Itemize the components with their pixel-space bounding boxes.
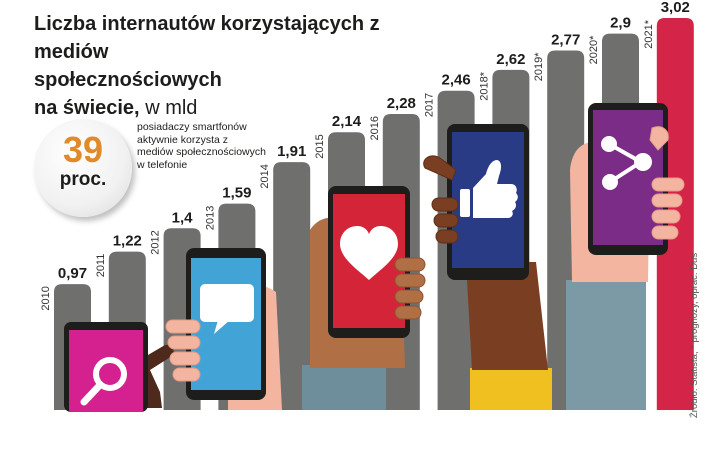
heart-icon [340,226,398,280]
illustrations [64,103,685,412]
year-label-2012: 2012 [150,230,162,254]
phone-speech [165,248,282,410]
year-label-2014: 2014 [259,164,271,188]
year-label-2013: 2013 [204,206,216,230]
percent-badge: 39 proc. [34,119,132,217]
fingers-2 [165,319,201,382]
sleeve-4 [470,368,552,410]
magnifier-icon [80,357,127,406]
source-note: Źródło: Statista, * prognozy, oprac. Dus [689,252,700,418]
chart-title: Liczba internautów korzystających z medi… [34,10,394,122]
value-label-2019: 2,77 [551,31,580,48]
speech-bubble-icon [200,284,254,334]
phone-thumbs-up [423,124,552,410]
value-label-2012: 1,4 [172,209,194,226]
phone-heart [302,186,426,410]
value-label-2017: 2,46 [441,72,470,89]
title-unit: w mld [145,97,198,119]
fingers-3 [394,257,426,320]
value-label-2021: 3,02 [661,0,690,16]
phone-magnifier [64,322,174,412]
bar-2014 [273,162,311,410]
year-label-2011: 2011 [95,254,107,278]
value-label-2015: 2,14 [332,113,362,130]
badge-unit: proc. [59,169,107,190]
value-label-2014: 1,91 [277,143,306,160]
year-label-2019: 2019* [533,52,545,81]
sleeve-3 [302,365,386,410]
value-label-2013: 1,59 [222,185,251,202]
year-label-2010: 2010 [40,286,52,310]
badge-value: 39 [62,129,104,170]
value-label-2016: 2,28 [387,95,416,112]
arm-4 [466,262,548,370]
badge-description: posiadaczy smartfonów aktywnie korzysta … [137,121,266,171]
title-line-3: na świecie, w mld [34,94,394,122]
year-label-2017: 2017 [424,93,436,117]
value-label-2011: 1,22 [113,233,142,250]
phone-share [566,103,685,410]
phone-2-screen [191,258,261,390]
sleeve-5 [566,280,646,410]
year-label-2021: 2021* [643,19,655,48]
year-label-2020: 2020* [588,35,600,64]
thumbs-up-icon [460,160,518,218]
phone-1-screen [69,330,143,412]
fingers-5 [649,126,685,240]
labels-layer: 0,97 2010 1,22 2011 1,4 2012 1,59 2013 1,91 2014 2… [40,0,690,311]
value-label-2020: 2,9 [610,15,631,32]
year-label-2016: 2016 [369,116,381,140]
title-line-2: społecznościowych [34,69,222,91]
value-label-2010: 0,97 [58,265,87,282]
title-line-3-bold: na świecie, [34,97,140,119]
title-line-1: Liczba internautów korzystających z medi… [34,13,380,63]
value-label-2018: 2,62 [496,51,525,68]
year-label-2018: 2018* [478,71,490,100]
share-icon [601,136,652,190]
year-label-2015: 2015 [314,134,326,158]
fingers-4 [423,155,459,244]
